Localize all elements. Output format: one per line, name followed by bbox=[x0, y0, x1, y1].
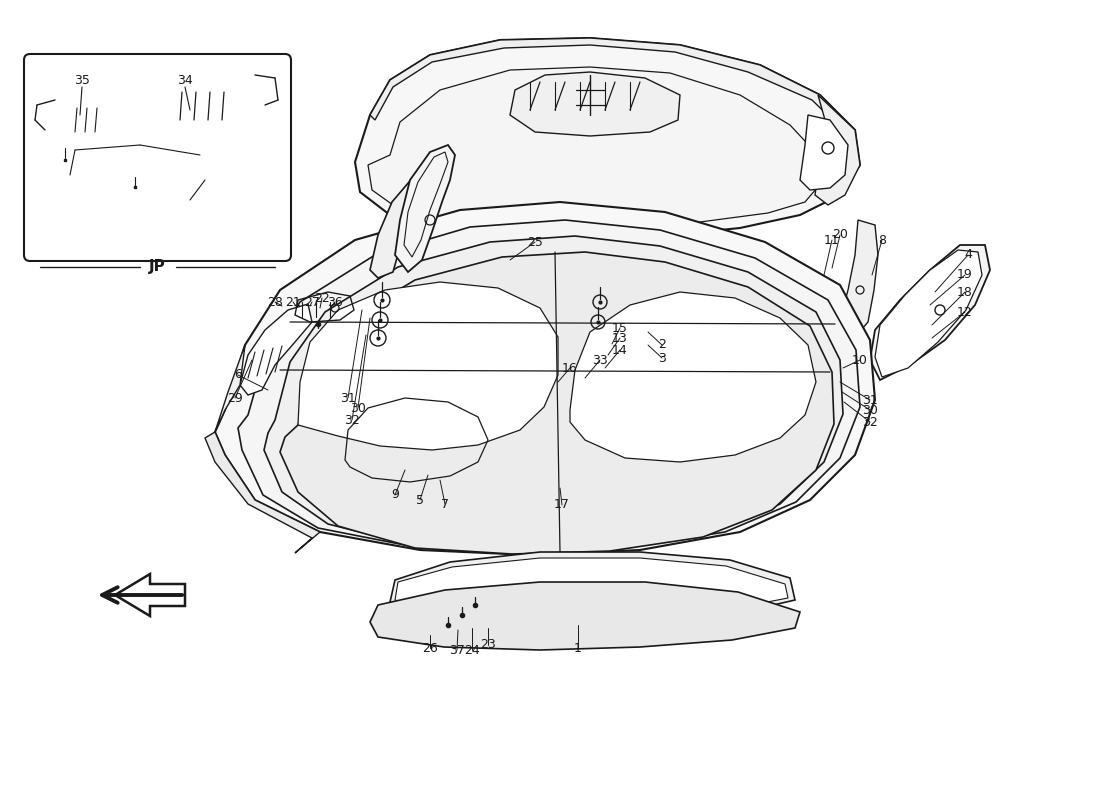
Text: 7: 7 bbox=[441, 498, 449, 510]
Polygon shape bbox=[240, 304, 312, 395]
Polygon shape bbox=[870, 245, 990, 380]
Text: JP: JP bbox=[150, 259, 166, 274]
Text: 28: 28 bbox=[267, 295, 283, 309]
Text: 4: 4 bbox=[964, 249, 972, 262]
Text: 33: 33 bbox=[592, 354, 608, 366]
Polygon shape bbox=[368, 67, 822, 226]
Polygon shape bbox=[45, 100, 120, 150]
Text: 21: 21 bbox=[285, 295, 301, 309]
Polygon shape bbox=[205, 432, 320, 553]
Text: 3: 3 bbox=[658, 351, 666, 365]
Text: 22: 22 bbox=[315, 291, 330, 305]
Text: 31: 31 bbox=[340, 391, 356, 405]
Text: 9: 9 bbox=[392, 489, 399, 502]
Polygon shape bbox=[370, 582, 800, 650]
Text: 10: 10 bbox=[852, 354, 868, 366]
FancyBboxPatch shape bbox=[24, 54, 292, 261]
Text: 17: 17 bbox=[554, 498, 570, 511]
Text: 35: 35 bbox=[74, 74, 90, 86]
Text: 12: 12 bbox=[957, 306, 972, 318]
Text: 30: 30 bbox=[862, 403, 878, 417]
Polygon shape bbox=[214, 345, 245, 432]
Polygon shape bbox=[355, 38, 860, 237]
Polygon shape bbox=[214, 202, 875, 555]
Polygon shape bbox=[815, 95, 860, 205]
Text: 26: 26 bbox=[422, 642, 438, 654]
Text: 2: 2 bbox=[658, 338, 666, 351]
Polygon shape bbox=[370, 172, 430, 278]
Text: eurocarparts: eurocarparts bbox=[428, 311, 852, 369]
Text: 1: 1 bbox=[574, 642, 582, 654]
Text: 14: 14 bbox=[612, 343, 628, 357]
Text: 31: 31 bbox=[862, 394, 878, 406]
Polygon shape bbox=[840, 220, 878, 337]
Polygon shape bbox=[238, 220, 860, 552]
Text: 32: 32 bbox=[862, 415, 878, 429]
Text: 34: 34 bbox=[177, 74, 192, 86]
Polygon shape bbox=[280, 252, 834, 554]
Text: a passion for parts since 1995: a passion for parts since 1995 bbox=[462, 383, 818, 407]
Text: 19: 19 bbox=[957, 269, 972, 282]
Text: 18: 18 bbox=[957, 286, 972, 298]
Text: 27: 27 bbox=[304, 295, 320, 309]
Text: 36: 36 bbox=[327, 295, 343, 309]
Text: 20: 20 bbox=[832, 229, 848, 242]
Text: 13: 13 bbox=[612, 331, 628, 345]
Text: 30: 30 bbox=[350, 402, 366, 414]
Text: 24: 24 bbox=[464, 643, 480, 657]
Polygon shape bbox=[390, 552, 795, 625]
Text: 23: 23 bbox=[480, 638, 496, 651]
Polygon shape bbox=[298, 282, 558, 450]
Polygon shape bbox=[150, 78, 250, 132]
Polygon shape bbox=[130, 65, 265, 152]
Text: 16: 16 bbox=[562, 362, 578, 374]
Polygon shape bbox=[264, 236, 843, 551]
Text: 32: 32 bbox=[344, 414, 360, 426]
Text: 6: 6 bbox=[234, 369, 242, 382]
Polygon shape bbox=[395, 558, 788, 620]
Polygon shape bbox=[800, 115, 848, 190]
Polygon shape bbox=[70, 145, 205, 205]
FancyArrow shape bbox=[116, 574, 185, 616]
Polygon shape bbox=[570, 292, 816, 462]
Text: 37: 37 bbox=[449, 643, 465, 657]
Text: 11: 11 bbox=[824, 234, 840, 246]
Polygon shape bbox=[874, 250, 982, 377]
Text: 29: 29 bbox=[227, 391, 243, 405]
Text: 25: 25 bbox=[527, 235, 543, 249]
Polygon shape bbox=[370, 38, 855, 135]
Text: 5: 5 bbox=[416, 494, 424, 506]
Text: 8: 8 bbox=[878, 234, 886, 246]
Text: 15: 15 bbox=[612, 322, 628, 334]
Polygon shape bbox=[510, 72, 680, 136]
Polygon shape bbox=[395, 145, 455, 272]
